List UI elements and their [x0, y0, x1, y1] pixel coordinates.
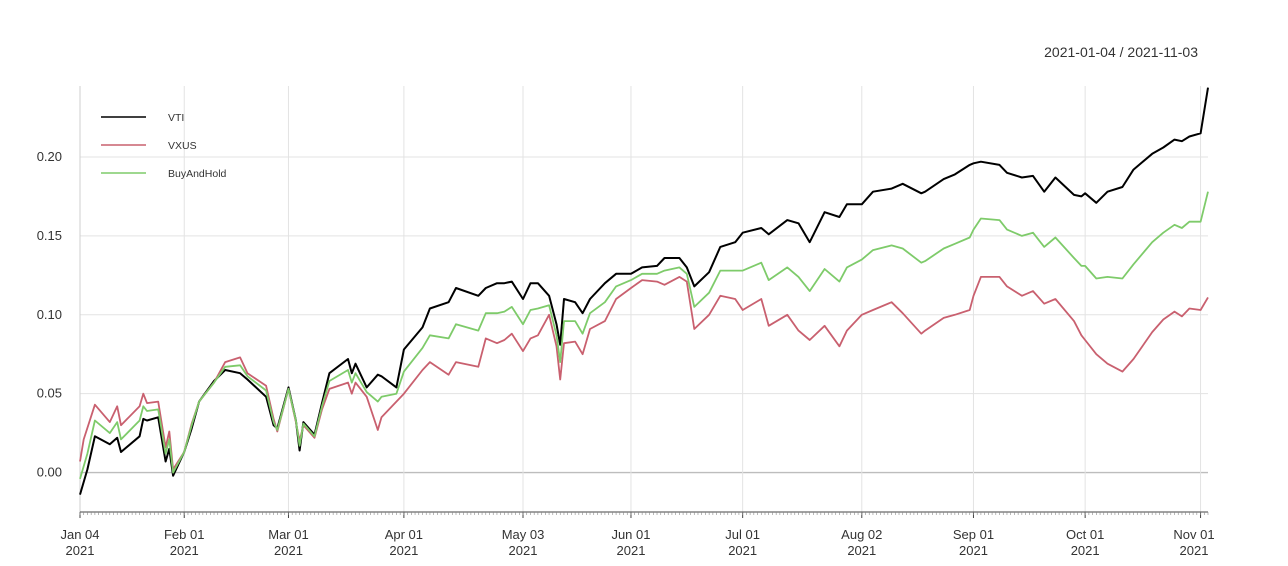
legend: VTI VXUS BuyAndHold	[101, 112, 227, 180]
legend-label: VTI	[168, 112, 184, 124]
x-tick-label: Jul 01	[725, 527, 760, 542]
y-tick-label: 0.00	[37, 465, 62, 480]
x-tick-year-label: 2021	[847, 543, 876, 558]
series-line-vti	[79, 87, 1209, 495]
x-tick-year-label: 2021	[509, 543, 538, 558]
x-tick-year-label: 2021	[728, 543, 757, 558]
y-tick-label: 0.05	[37, 386, 62, 401]
x-tick-year-label: 2021	[66, 543, 95, 558]
x-tick-label: Jun 01	[611, 527, 650, 542]
y-tick-label: 0.15	[37, 228, 62, 243]
x-tick-year-label: 2021	[389, 543, 418, 558]
x-tick-year-label: 2021	[1180, 543, 1209, 558]
y-tick-label: 0.20	[37, 149, 62, 164]
series-line-buyandhold	[79, 191, 1209, 480]
x-tick-label: Sep 01	[953, 527, 994, 542]
series-lines	[79, 87, 1209, 495]
x-tick-label: Oct 01	[1066, 527, 1104, 542]
x-tick-year-label: 2021	[1071, 543, 1100, 558]
x-tick-year-label: 2021	[274, 543, 303, 558]
y-tick-label: 0.10	[37, 307, 62, 322]
x-tick-label: Apr 01	[385, 527, 423, 542]
x-tick-label: Jan 04	[60, 527, 99, 542]
x-tick-year-label: 2021	[170, 543, 199, 558]
x-tick-label: Feb 01	[164, 527, 204, 542]
x-tick-label: May 03	[502, 527, 545, 542]
x-tick-year-label: 2021	[959, 543, 988, 558]
legend-label: VXUS	[168, 140, 197, 152]
x-tick-year-label: 2021	[617, 543, 646, 558]
x-tick-label: Mar 01	[268, 527, 308, 542]
x-tick-label: Aug 02	[841, 527, 882, 542]
date-range-label: 2021-01-04 / 2021-11-03	[1044, 44, 1198, 60]
legend-label: BuyAndHold	[168, 168, 227, 180]
series-line-vxus	[79, 275, 1209, 471]
grid	[79, 86, 1208, 512]
x-tick-label: Nov 01	[1173, 527, 1214, 542]
